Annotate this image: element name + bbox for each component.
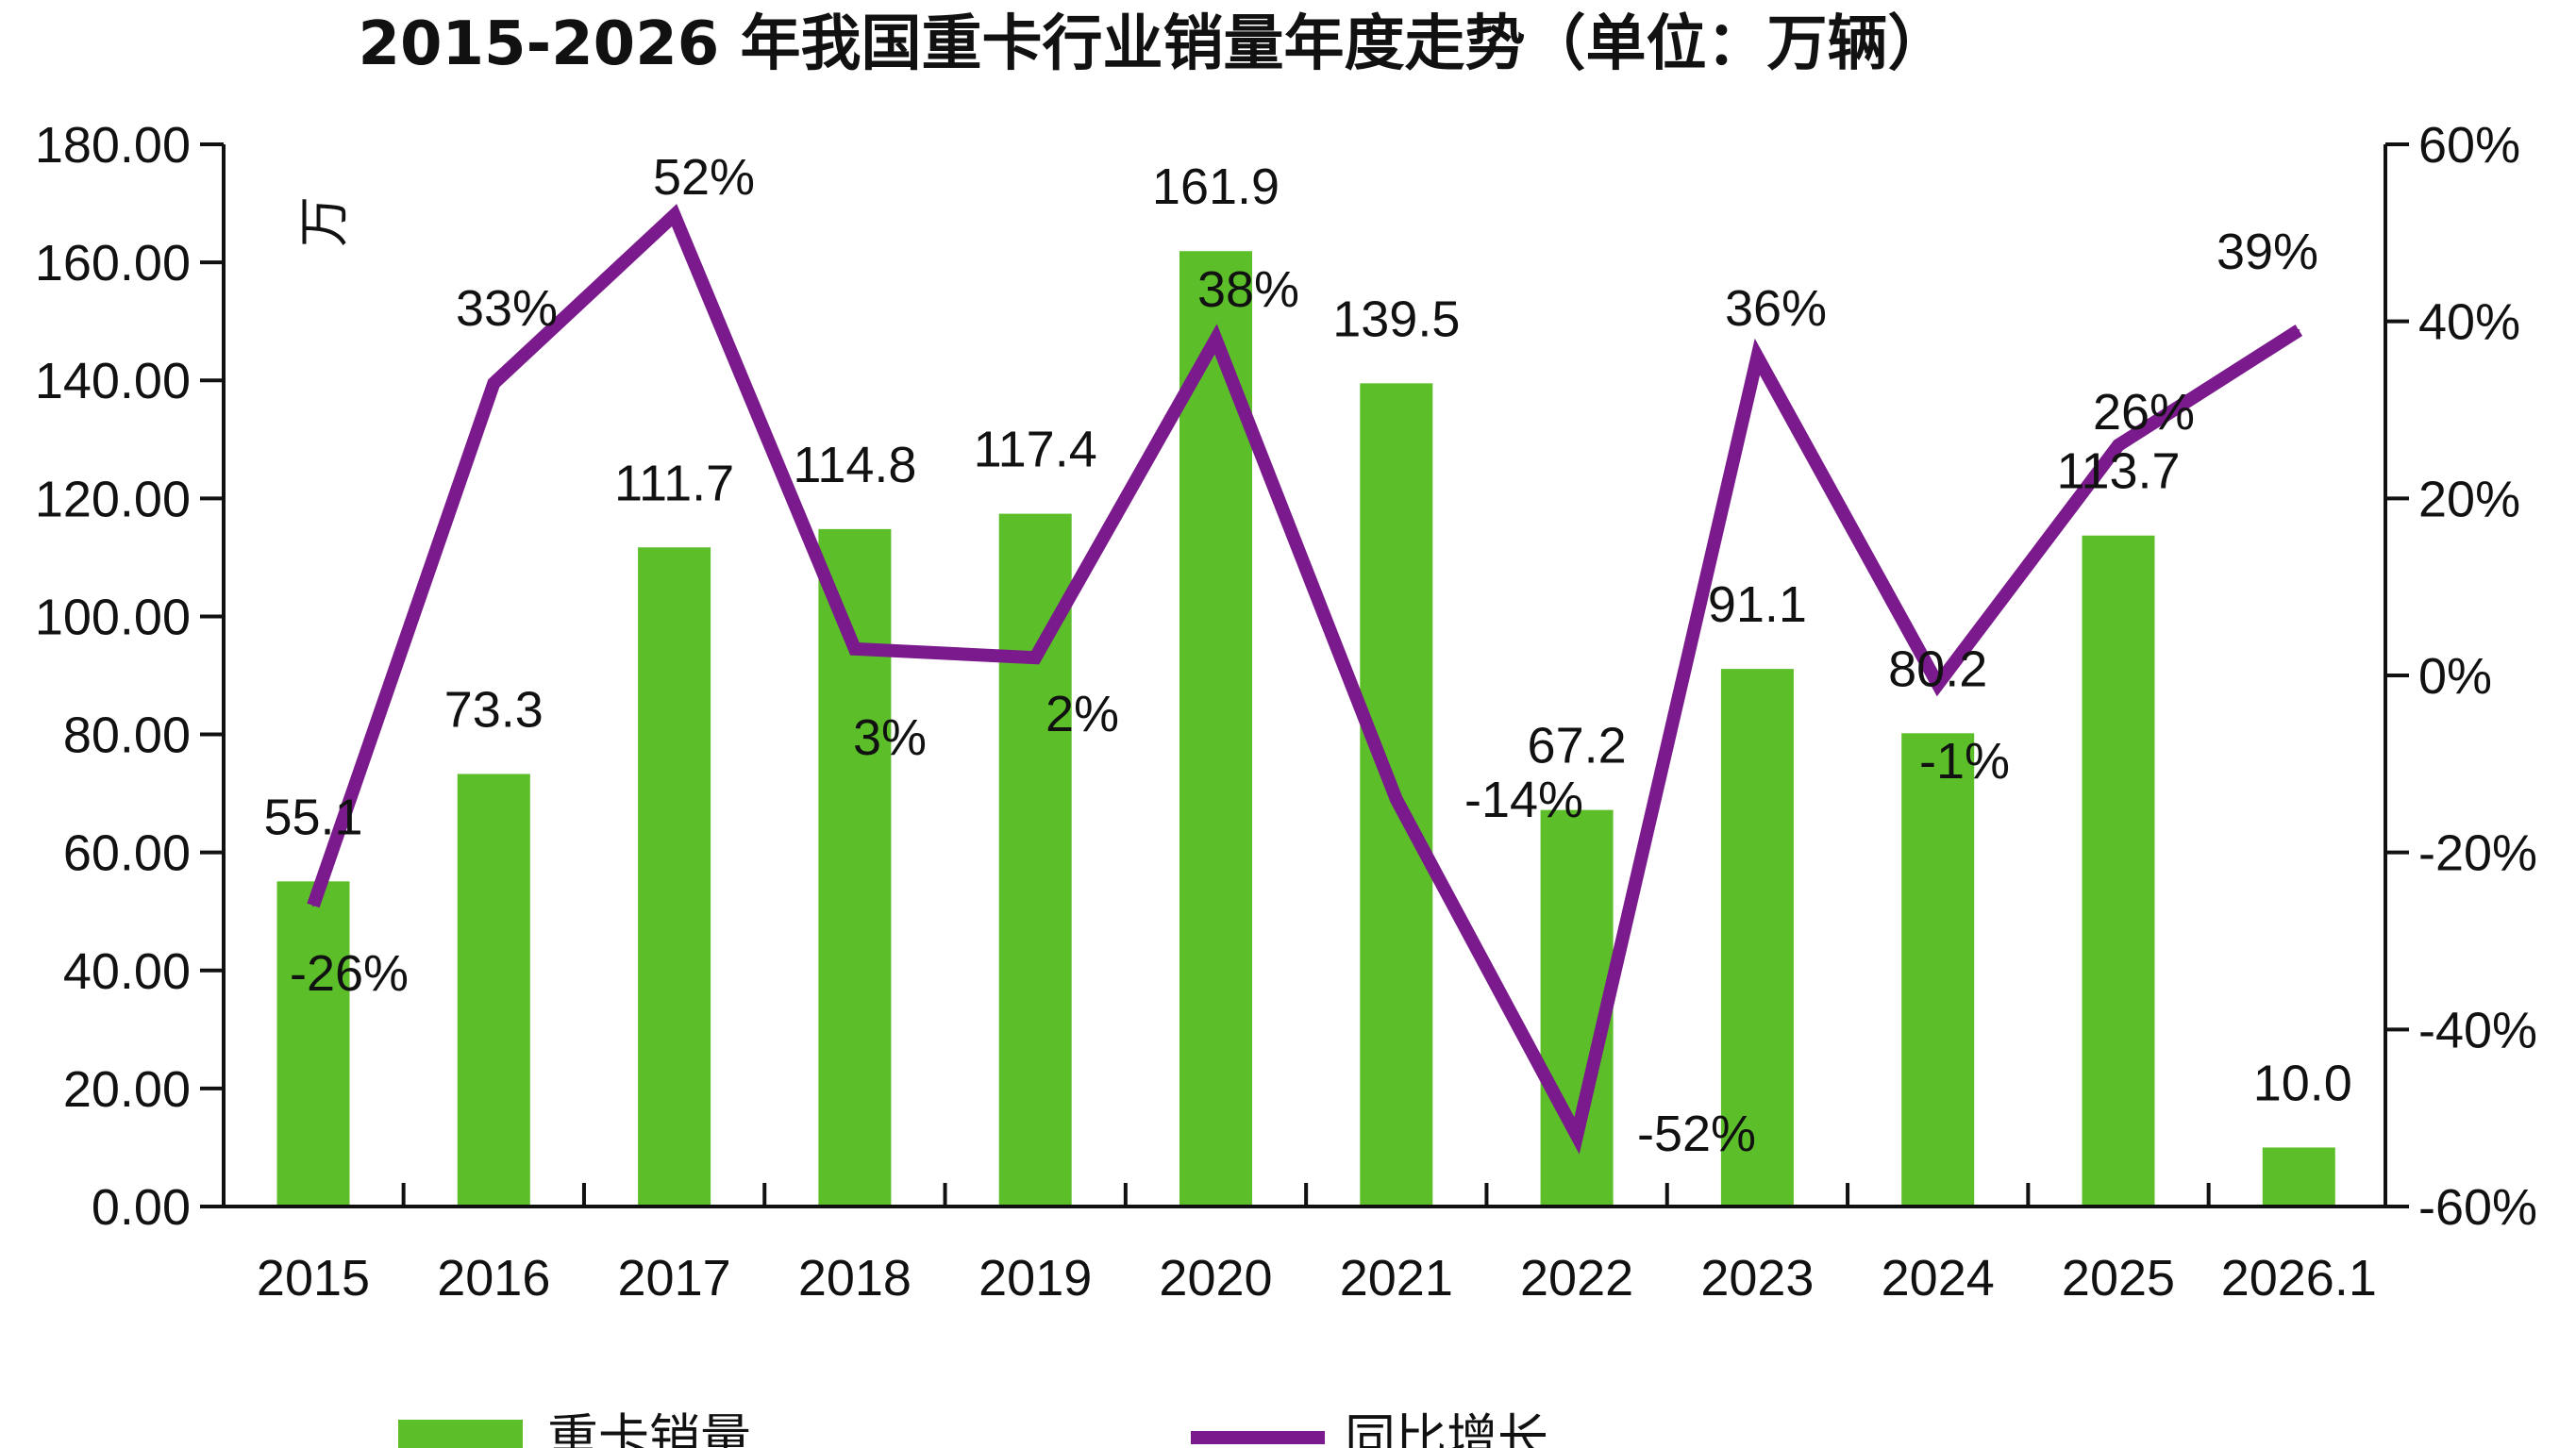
y-left-tick-label: 60.00 [63,825,191,882]
growth-point-2023 [1756,356,1759,358]
x-tick-label: 2017 [618,1250,731,1307]
bar-2018 [818,528,892,1207]
growth-value-label: 2% [1045,686,1119,742]
bar-2016 [457,774,530,1207]
growth-value-label: 39% [2216,224,2318,280]
y-right-tick-label: 40% [2418,294,2520,351]
y-left-tick-label: 80.00 [63,707,191,764]
growth-point-2026.1 [2298,329,2300,332]
x-tick-label: 2015 [257,1250,370,1307]
growth-value-label: 52% [653,149,755,206]
y-right-tick-label: -40% [2418,1002,2537,1058]
x-tick-label: 2019 [979,1250,1092,1307]
y-left-tick-label: 180.00 [35,117,191,174]
growth-value-label: 3% [853,709,927,766]
x-tick-label: 2024 [1882,1250,1995,1307]
bar-value-label: 114.8 [793,437,916,493]
bar-value-label: 111.7 [614,455,734,511]
bar-2015 [276,881,350,1207]
growth-value-label: -1% [1919,733,2010,790]
chart-title: 2015-2026 年我国重卡行业销量年度走势（单位：万辆） [358,9,1948,79]
growth-point-2017 [673,214,676,217]
y-left-tick-label: 100.00 [35,589,191,645]
growth-point-2019 [1034,657,1037,659]
y-right-tick-label: -60% [2418,1179,2537,1236]
x-tick-label: 2023 [1700,1250,1814,1307]
bar-2019 [998,513,1072,1207]
growth-value-label: -52% [1637,1106,1756,1162]
bar-2017 [638,547,711,1207]
growth-value-label: 33% [456,280,558,337]
bar-value-label: 10.0 [2253,1055,2352,1111]
legend: 重卡销量 同比增长 [398,1408,1548,1448]
growth-line [307,204,2303,1155]
growth-value-label: 38% [1197,261,1299,318]
growth-value-label: 26% [2093,384,2195,441]
x-tick-label: 2016 [437,1250,550,1307]
growth-value-label: 36% [1725,280,1827,337]
bar-value-label: 161.9 [1152,158,1280,215]
x-tick-label: 2021 [1340,1250,1453,1307]
bar-value-label: 80.2 [1888,641,1987,697]
bar-value-label: 139.5 [1332,291,1460,347]
growth-point-2015 [312,904,314,907]
bar-2024 [1901,733,1975,1207]
bar-value-label: 113.7 [2056,443,2180,500]
legend-swatch-bar [398,1420,523,1448]
legend-label-bar: 重卡销量 [547,1408,751,1448]
growth-point-2022 [1576,1134,1579,1137]
x-tick-label: 2020 [1159,1250,1272,1307]
y-right-tick-label: -20% [2418,825,2537,882]
growth-point-2025 [2117,444,2119,447]
bar-2026.1 [2262,1147,2335,1207]
bar-value-label: 91.1 [1708,576,1807,633]
bar-value-label: 67.2 [1528,718,1627,774]
legend-label-line: 同比增长 [1345,1408,1548,1448]
growth-point-2024 [1936,683,1939,686]
growth-value-label: -14% [1464,772,1583,828]
y-left-tick-label: 120.00 [35,471,191,527]
y-right-tick-label: 60% [2418,117,2520,174]
y-left-tick-label: 0.00 [92,1179,191,1236]
y-left-tick-label: 160.00 [35,235,191,291]
growth-point-2016 [493,382,495,385]
x-tick-label: 2022 [1520,1250,1633,1307]
growth-value-label: -26% [290,945,409,1002]
x-tick-label: 2026.1 [2221,1250,2377,1307]
bar-2023 [1720,669,1794,1207]
bar-value-label: 117.4 [974,422,1097,478]
bar-value-label: 73.3 [444,681,544,738]
growth-point-2018 [853,647,856,650]
y-axis-label: 万 [294,196,354,247]
y-left-tick-label: 20.00 [63,1061,191,1118]
bar-2025 [2082,535,2155,1207]
y-left-tick-label: 140.00 [35,353,191,409]
y-right-tick-label: 0% [2418,648,2492,705]
growth-point-2020 [1214,338,1217,341]
growth-point-2021 [1395,798,1397,801]
x-tick-label: 2025 [2062,1250,2175,1307]
y-left-tick-label: 40.00 [63,943,191,1000]
y-right-tick-label: 20% [2418,471,2520,527]
x-tick-label: 2018 [798,1250,912,1307]
bar-value-label: 55.1 [263,789,362,845]
